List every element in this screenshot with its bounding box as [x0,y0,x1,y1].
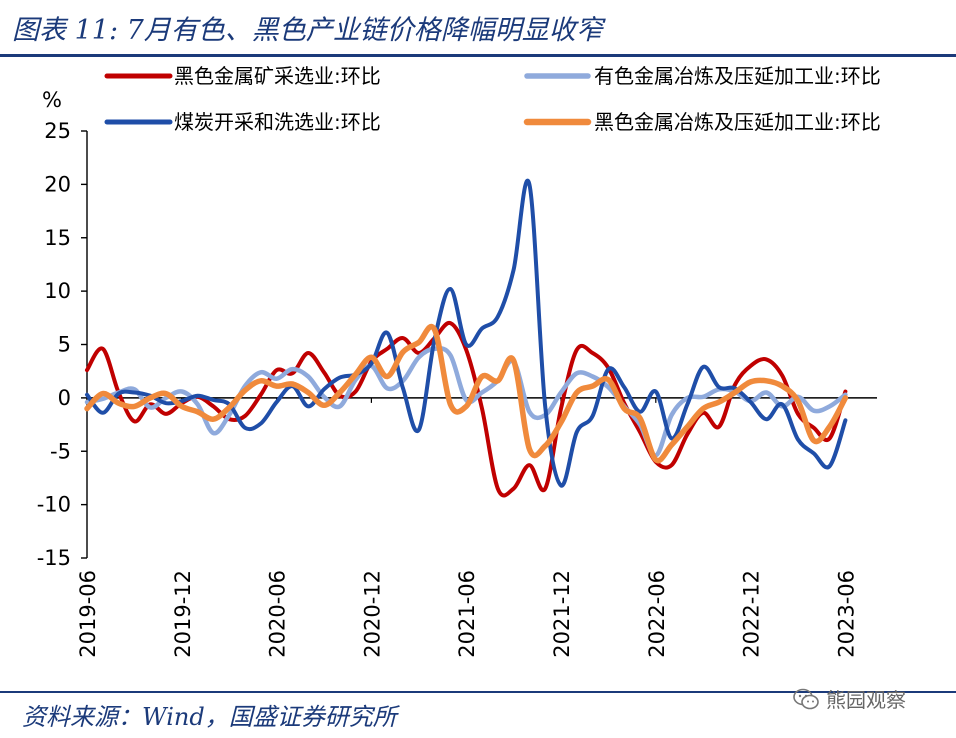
x-tick-label: 2019-12 [171,570,195,658]
source-divider [0,691,956,693]
x-tick-label: 2023-06 [834,570,858,658]
legend-label: 黑色金属冶炼及压延加工业:环比 [594,110,881,134]
title-divider [0,54,956,57]
series-line-black-ore [85,320,848,498]
wechat-icon [793,688,819,709]
y-tick-label: 15 [44,226,71,250]
series-line-coal [85,178,848,488]
y-tick-label: 5 [58,333,71,357]
x-tick-label: 2020-06 [266,570,290,658]
series-line-black-smelting [84,323,849,464]
x-tick-label: 2022-06 [645,570,669,658]
x-tick-label: 2021-12 [550,570,574,658]
source-note: 资料来源：Wind，国盛证券研究所 [22,703,397,731]
y-tick-label: -15 [37,546,71,570]
line-chart: 25 20 15 10 5 0 -5 -10 -15% 2019-06 2019-12 2020-06… [37,64,881,658]
watermark-label: 熊园观察 [826,688,906,712]
x-tick-label: 2019-06 [76,570,100,658]
y-tick-label: 0 [58,386,71,410]
y-tick-label: 25 [44,119,71,143]
chart-axes: 25 20 15 10 5 0 -5 -10 -15% 2019-06 2019-12 2020-06… [37,88,877,658]
legend-label: 黑色金属矿采选业:环比 [174,64,381,88]
y-tick-label: -10 [37,493,71,517]
x-tick-label: 2021-06 [455,570,479,658]
y-axis-label: % [42,88,62,112]
chart-title: 图表 11: 7月有色、黑色产业链价格降幅明显收窄 [12,15,603,46]
watermark: 熊园观察 [792,684,906,713]
legend-label: 有色金属冶炼及压延加工业:环比 [594,64,881,88]
x-tick-label: 2022-12 [740,570,764,658]
y-tick-label: 10 [44,279,71,303]
x-tick-label: 2020-12 [360,570,384,658]
y-tick-label: 20 [44,172,71,196]
y-tick-label: -5 [50,439,71,463]
legend-label: 煤炭开采和洗选业:环比 [174,110,381,134]
series-layer [84,178,849,498]
